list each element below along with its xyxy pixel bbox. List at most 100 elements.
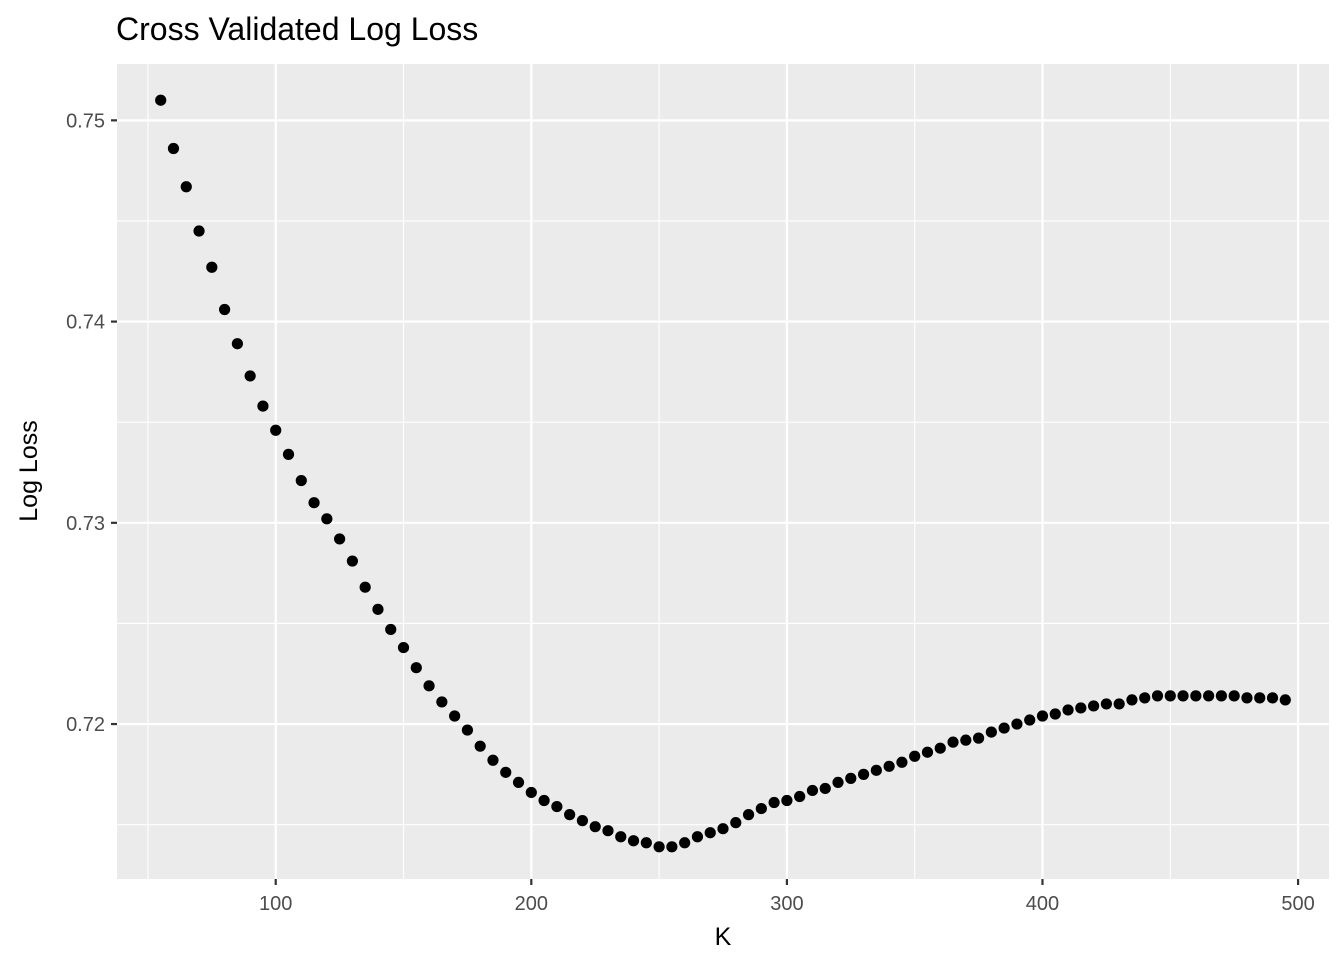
x-axis-title: K: [715, 923, 732, 951]
data-point: [206, 261, 218, 273]
x-tick-label: 400: [1026, 893, 1059, 915]
x-tick-label: 100: [259, 893, 292, 915]
data-point: [334, 533, 346, 545]
data-point: [1011, 718, 1023, 730]
data-point: [742, 809, 755, 821]
data-point: [410, 662, 422, 674]
data-point: [1215, 690, 1227, 702]
data-point: [295, 474, 307, 487]
data-point: [998, 722, 1010, 734]
data-point: [167, 142, 180, 155]
data-point: [768, 796, 780, 809]
data-point: [576, 815, 589, 827]
data-point: [551, 800, 563, 813]
y-axis: 0.72 0.73 0.74 0.75: [66, 110, 117, 736]
data-point: [755, 802, 767, 815]
data-point: [1075, 702, 1087, 714]
data-point: [832, 776, 844, 789]
data-point: [1228, 690, 1240, 702]
y-tick-label: 0.73: [66, 513, 105, 535]
data-point: [1100, 698, 1112, 710]
data-point: [691, 831, 704, 843]
data-point: [653, 841, 665, 853]
data-point: [219, 303, 231, 316]
data-point: [781, 794, 793, 807]
data-point: [1254, 692, 1266, 704]
data-point: [564, 809, 576, 821]
data-point: [1266, 692, 1279, 704]
data-point: [270, 424, 282, 436]
data-point: [1088, 700, 1100, 712]
data-point: [1062, 704, 1074, 716]
data-point: [1113, 698, 1125, 710]
data-point: [449, 710, 461, 722]
data-point: [794, 790, 806, 803]
data-point: [627, 835, 640, 847]
data-point: [819, 782, 831, 795]
data-point: [244, 370, 256, 382]
data-point: [947, 736, 959, 748]
data-point: [717, 823, 729, 835]
x-tick-label: 200: [515, 893, 548, 915]
data-point: [385, 623, 397, 636]
data-point: [308, 497, 320, 509]
data-point: [615, 831, 627, 843]
data-point: [589, 821, 601, 833]
data-point: [602, 825, 614, 837]
data-point: [282, 448, 295, 460]
data-point: [806, 784, 819, 797]
data-point: [1126, 694, 1138, 706]
data-point: [231, 338, 243, 350]
data-point: [730, 817, 742, 829]
data-point: [960, 734, 972, 746]
data-point: [512, 776, 525, 789]
plot-panel: [117, 64, 1329, 879]
data-point: [845, 772, 857, 784]
y-tick-label: 0.74: [66, 312, 105, 334]
data-point: [1164, 690, 1176, 702]
data-point: [487, 754, 499, 766]
data-point: [538, 794, 550, 807]
data-point: [500, 766, 512, 778]
data-point: [704, 827, 716, 839]
data-point: [972, 732, 985, 744]
x-tick-label: 300: [770, 893, 803, 915]
data-point: [883, 760, 895, 772]
data-point: [666, 841, 678, 853]
data-point: [474, 740, 486, 752]
x-axis: 100 200 300 400 500: [259, 879, 1315, 915]
chart-title: Cross Validated Log Loss: [116, 11, 478, 47]
data-point: [896, 756, 908, 768]
data-point: [372, 603, 384, 615]
data-point: [397, 641, 410, 654]
data-point: [1151, 690, 1164, 702]
y-tick-label: 0.75: [66, 110, 105, 132]
data-point: [321, 513, 333, 525]
data-point: [1036, 710, 1049, 722]
data-point: [640, 837, 652, 849]
data-point: [1177, 690, 1189, 702]
y-axis-title: Log Loss: [15, 420, 43, 521]
data-point: [921, 746, 934, 758]
data-point: [359, 581, 371, 593]
data-point: [525, 786, 537, 799]
data-point: [346, 555, 358, 567]
data-point: [679, 837, 691, 849]
data-point: [857, 768, 870, 780]
x-tick-label: 500: [1281, 893, 1314, 915]
data-point: [909, 750, 921, 762]
data-point: [1203, 690, 1215, 702]
data-point: [1279, 694, 1291, 706]
data-point: [1049, 708, 1061, 720]
data-point: [1139, 692, 1151, 704]
data-point: [193, 225, 205, 237]
data-point: [1024, 714, 1036, 726]
data-point: [436, 696, 448, 708]
data-point: [934, 742, 946, 754]
data-point: [1190, 690, 1202, 702]
major-grid: [117, 64, 1329, 879]
data-points: [155, 94, 1291, 853]
data-point: [180, 181, 192, 193]
data-point: [155, 94, 167, 106]
